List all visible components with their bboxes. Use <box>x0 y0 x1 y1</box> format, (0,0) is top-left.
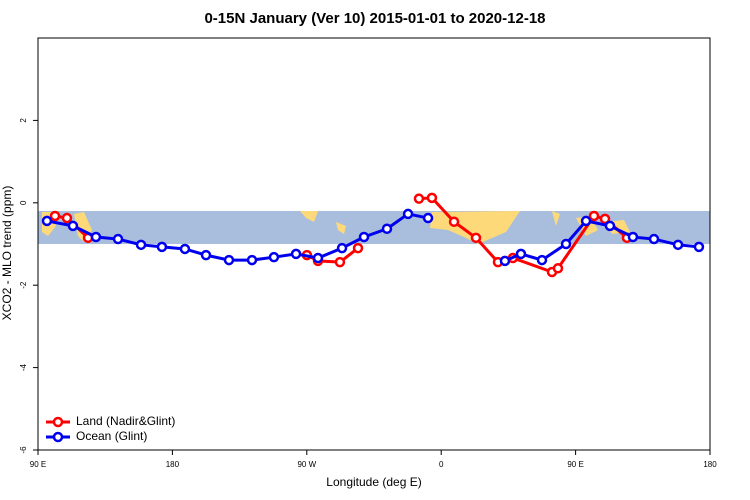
point <box>470 232 482 244</box>
point <box>336 242 348 254</box>
x-tick-label: 0 <box>439 460 444 469</box>
point <box>334 256 346 268</box>
point <box>223 254 235 266</box>
point <box>648 233 660 245</box>
point <box>90 231 102 243</box>
point <box>312 252 324 264</box>
point <box>49 210 61 222</box>
point <box>358 231 370 243</box>
x-tick-label: 90 E <box>30 460 46 469</box>
point <box>352 242 364 254</box>
x-tick-label: 180 <box>166 460 180 469</box>
y-tick-label: 0 <box>19 200 28 205</box>
legend-label: Land (Nadir&Glint) <box>76 414 175 428</box>
point <box>268 251 280 263</box>
point <box>536 254 548 266</box>
legend-label: Ocean (Glint) <box>76 429 147 443</box>
legend-marker <box>52 416 64 428</box>
point <box>41 215 53 227</box>
point <box>402 208 414 220</box>
y-axis-label: XCO2 - MLO trend (ppm) <box>0 186 14 321</box>
point <box>381 223 393 235</box>
chart-title: 0-15N January (Ver 10) 2015-01-01 to 202… <box>204 10 545 27</box>
x-tick-label: 180 <box>703 460 717 469</box>
point <box>61 212 73 224</box>
point <box>672 239 684 251</box>
point <box>588 210 600 222</box>
point <box>448 216 460 228</box>
legend-marker <box>52 431 64 443</box>
y-tick-label: -6 <box>19 446 28 454</box>
y-tick-label: 2 <box>19 118 28 123</box>
point <box>499 255 511 267</box>
point <box>693 241 705 253</box>
point <box>599 213 611 225</box>
point <box>560 238 572 250</box>
x-tick-label: 90 W <box>297 460 316 469</box>
y-tick-label: -2 <box>19 281 28 289</box>
point <box>422 212 434 224</box>
point <box>179 243 191 255</box>
plot-frame <box>37 37 711 451</box>
x-tick-label: 90 E <box>567 460 583 469</box>
point <box>426 192 438 204</box>
point <box>200 249 212 261</box>
point <box>67 220 79 232</box>
point <box>515 248 527 260</box>
point <box>246 254 258 266</box>
point <box>156 241 168 253</box>
x-axis-label: Longitude (deg E) <box>326 475 421 489</box>
y-tick-label: -4 <box>19 363 28 371</box>
point <box>627 231 639 243</box>
point <box>413 193 425 204</box>
point <box>552 263 564 274</box>
point <box>290 248 302 260</box>
point <box>604 220 616 232</box>
point <box>112 233 124 245</box>
point <box>135 239 147 251</box>
point <box>580 215 592 227</box>
